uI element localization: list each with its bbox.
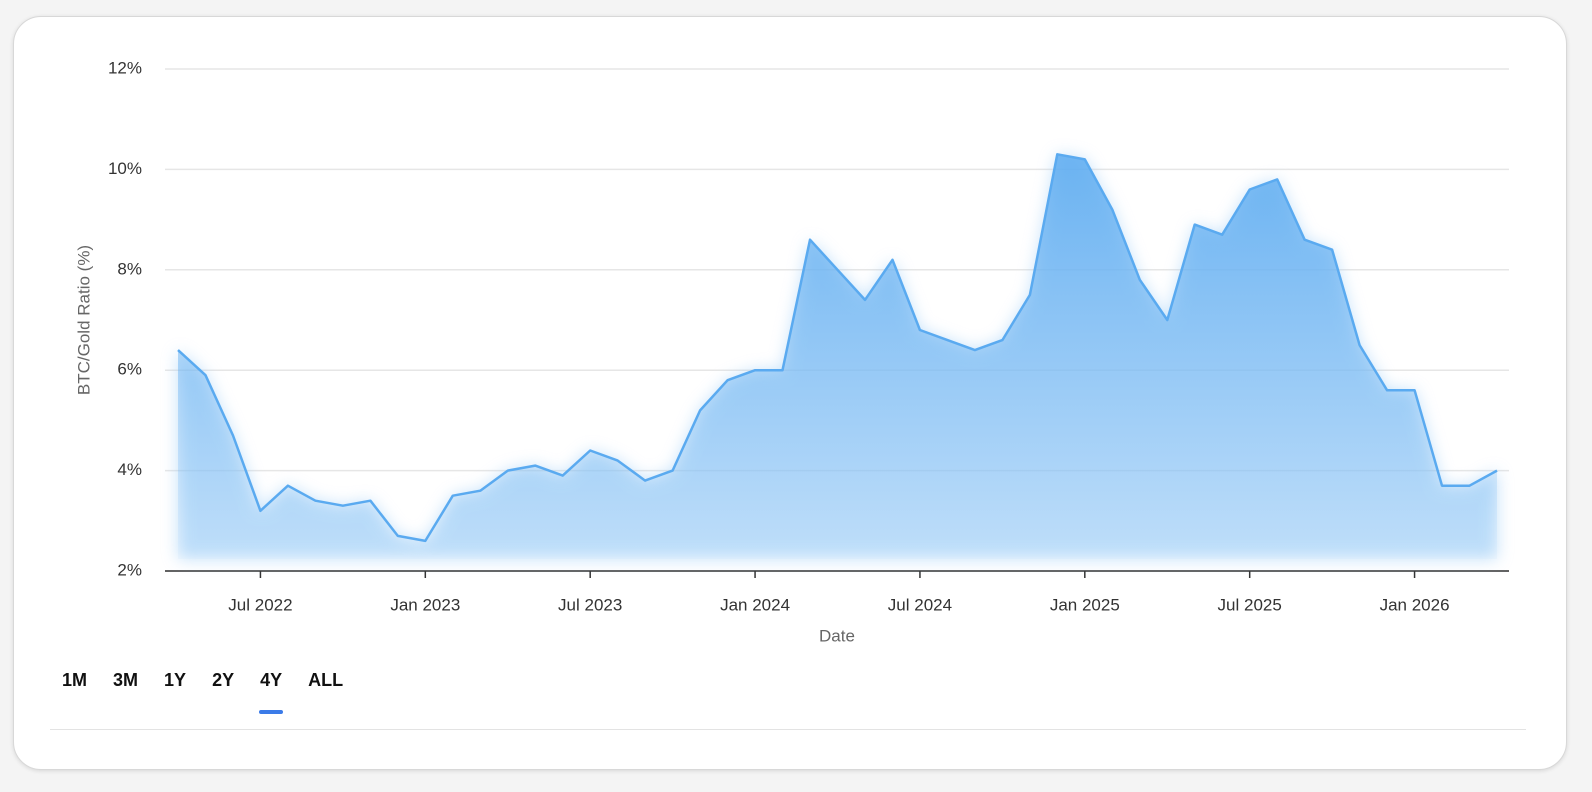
y-tick-label: 8% <box>117 259 142 278</box>
x-tick-label: Jan 2026 <box>1380 595 1450 614</box>
range-button[interactable]: 3M <box>113 670 139 690</box>
x-axis-label: Date <box>819 626 855 645</box>
range-button[interactable]: 4Y <box>259 670 284 714</box>
y-tick-label: 12% <box>108 58 142 77</box>
x-tick-label: Jul 2023 <box>558 595 622 614</box>
x-tick-label: Jan 2025 <box>1050 595 1120 614</box>
range-buttons: 1M 3M 1Y 2Y 4Y ALL <box>62 670 369 714</box>
x-tick-label: Jul 2022 <box>228 595 292 614</box>
separator <box>50 729 1526 730</box>
x-tick-label: Jul 2024 <box>888 595 952 614</box>
range-button[interactable]: 2Y <box>212 670 235 690</box>
area <box>178 154 1497 560</box>
y-tick-label: 2% <box>117 560 142 579</box>
range-button[interactable]: ALL <box>308 670 344 690</box>
y-tick-label: 4% <box>117 460 142 479</box>
y-tick-label: 10% <box>108 159 142 178</box>
range-button[interactable]: 1M <box>62 670 88 690</box>
range-button[interactable]: 1Y <box>164 670 187 690</box>
line <box>177 153 1498 543</box>
x-tick-label: Jul 2025 <box>1218 595 1282 614</box>
y-axis-label: BTC/Gold Ratio (%) <box>74 245 93 395</box>
y-tick-label: 6% <box>117 360 142 379</box>
x-tick-label: Jan 2023 <box>390 595 460 614</box>
x-tick-label: Jan 2024 <box>720 595 790 614</box>
